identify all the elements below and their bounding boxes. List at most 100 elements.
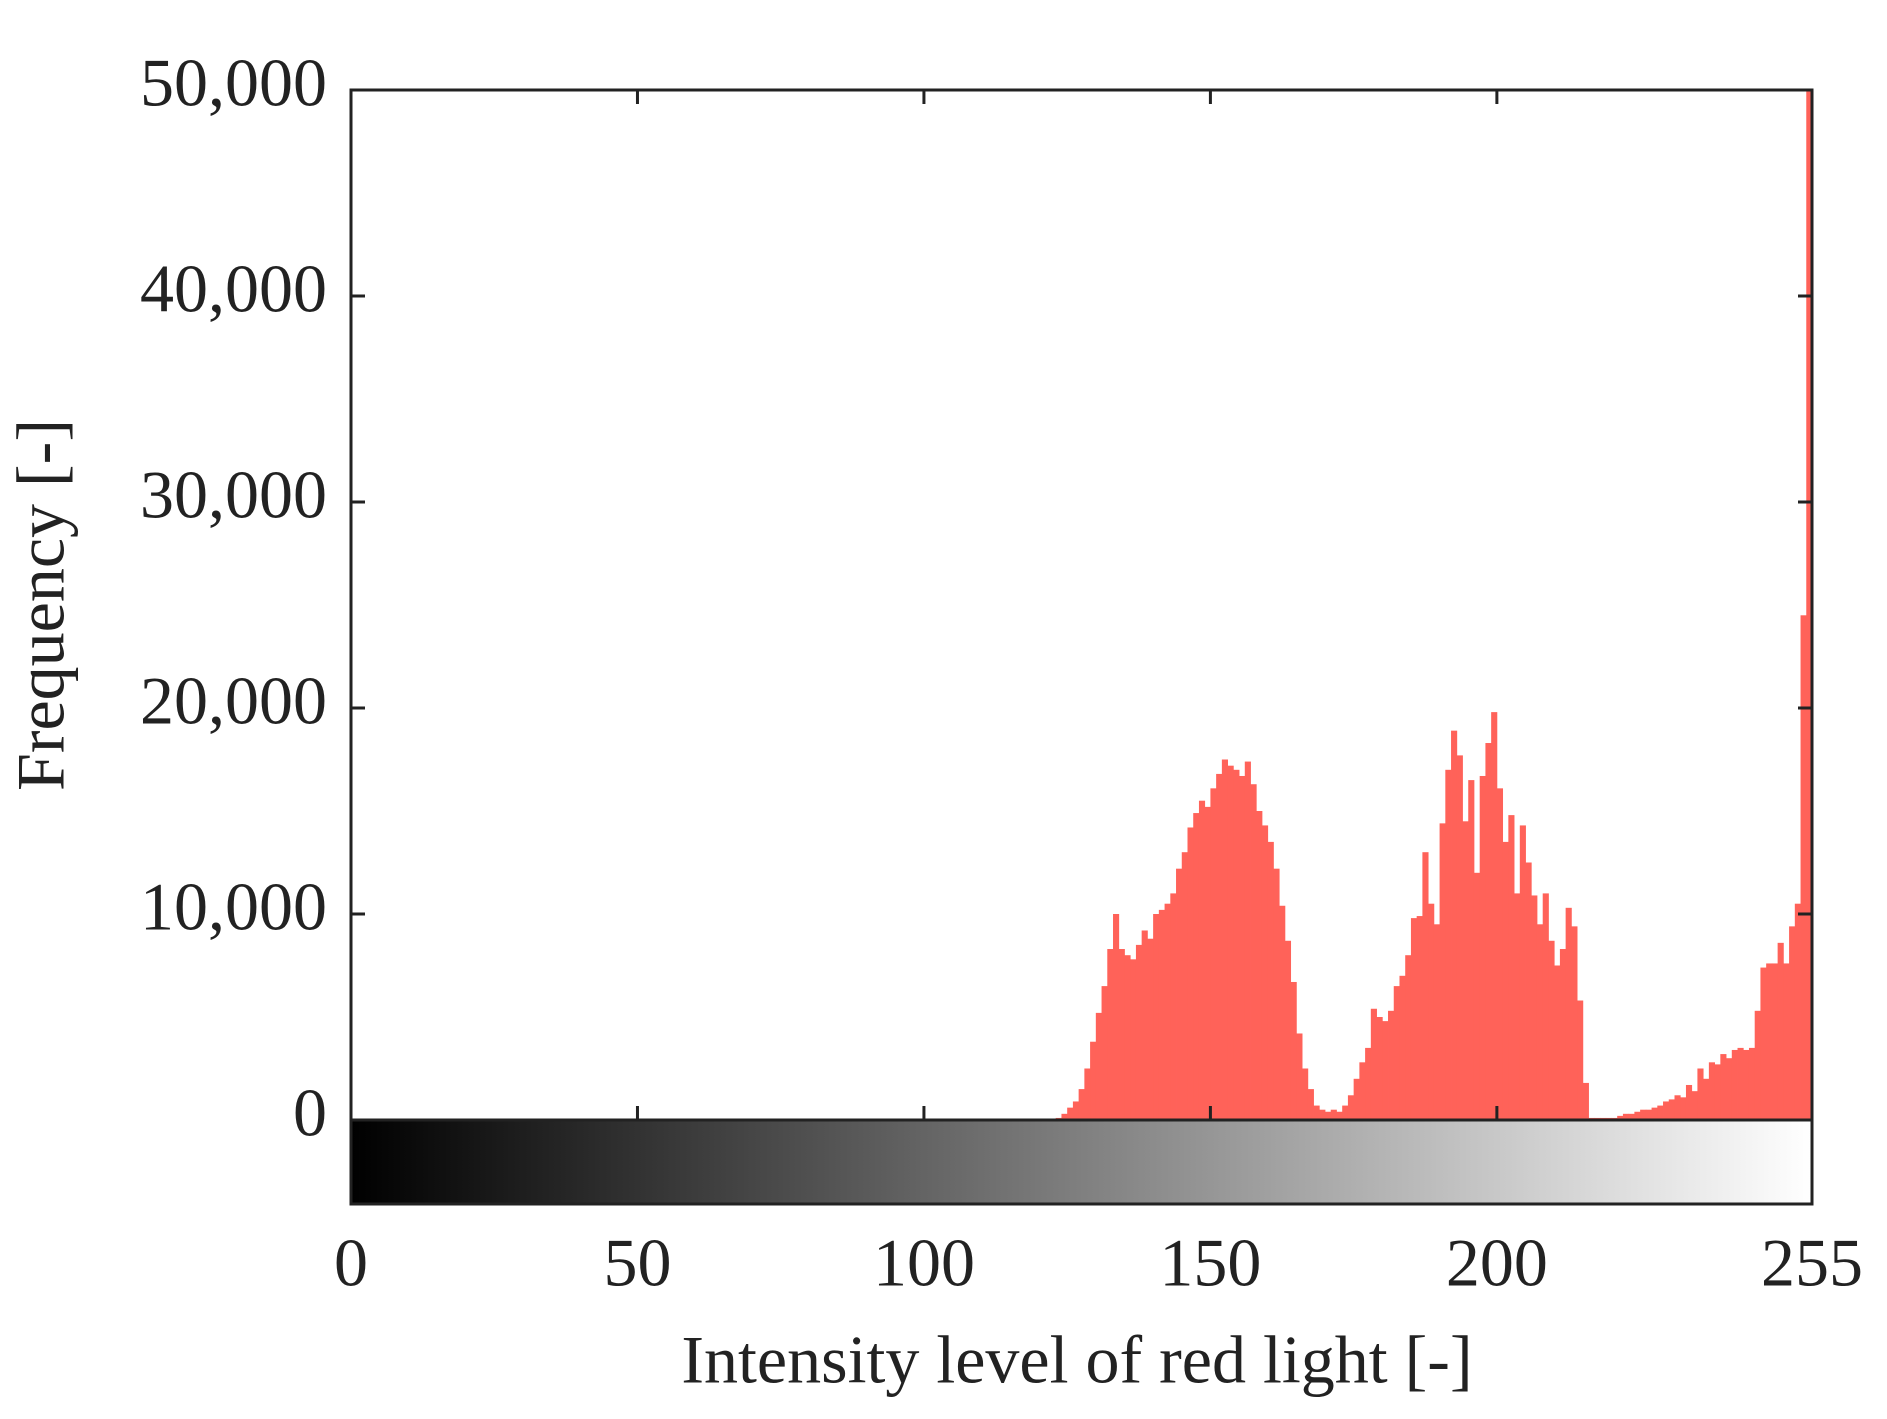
bar [1668,1099,1675,1120]
bar [1789,926,1796,1120]
bar [1651,1107,1658,1120]
bar [1347,1095,1355,1120]
bar [1548,940,1555,1120]
bar [1279,905,1286,1120]
bar [1330,1109,1337,1120]
bar [1124,955,1131,1120]
bar [1783,963,1790,1120]
y-axis-label: Frequency [-] [3,419,79,791]
y-tick-label: 50,000 [140,45,327,121]
bar [1496,788,1504,1120]
bar [1267,841,1274,1120]
bar [1376,1017,1383,1120]
bar [1754,1010,1761,1120]
bar [1239,775,1246,1120]
bar [1204,806,1211,1120]
bar [1622,1113,1630,1120]
bar [1536,924,1544,1120]
bar [1439,823,1446,1120]
bar [1703,1078,1710,1120]
bar [1118,949,1125,1120]
bar [1479,775,1486,1120]
bar [1170,893,1177,1120]
bar [1084,1068,1091,1120]
bar [1210,788,1217,1120]
bar [1141,930,1148,1120]
bar [1445,769,1452,1120]
bar [1720,1054,1727,1120]
bar [1256,811,1263,1120]
bar [1095,1012,1102,1120]
bar [1519,825,1526,1120]
bar [1806,90,1813,1120]
bar [1577,1000,1584,1120]
bar [1468,780,1475,1120]
y-tick-label: 0 [293,1075,327,1151]
bar [1771,963,1779,1120]
colorbar [349,1118,1814,1206]
bar [1393,986,1400,1120]
bar [1365,1047,1372,1120]
bar [1766,963,1773,1120]
bar [1657,1105,1664,1120]
bar [1726,1058,1733,1120]
bar [1158,909,1165,1120]
bar [1107,949,1114,1120]
bar [1525,862,1532,1120]
bar [1370,1008,1377,1120]
y-tick-label: 20,000 [140,663,327,739]
bar [1508,815,1515,1120]
bar [1302,1068,1309,1120]
bar [1514,893,1521,1120]
bar [1382,1021,1389,1120]
bar [1428,903,1435,1120]
bar [1147,938,1154,1120]
bar [1634,1111,1641,1120]
bar [1485,743,1492,1120]
bar [1554,965,1561,1120]
bar [1290,981,1297,1120]
bar [1680,1097,1687,1120]
bar [1559,949,1567,1120]
y-tick-label: 30,000 [140,457,327,533]
bar [1714,1064,1721,1120]
bar [1697,1068,1704,1120]
bar [1491,712,1498,1120]
bar [1388,1010,1395,1120]
bar [1261,825,1269,1120]
x-tick-label: 200 [1446,1225,1548,1301]
bar [1760,967,1767,1120]
bar [1462,821,1469,1120]
bar [1244,761,1251,1120]
bar [1072,1101,1080,1120]
bar [1296,1033,1303,1120]
bar [1571,926,1578,1120]
bar [1433,924,1440,1120]
bar [1748,1047,1756,1120]
bars [1055,90,1813,1120]
bar [1221,759,1228,1120]
bar [1359,1062,1366,1120]
bar [1410,918,1418,1120]
bar [1284,940,1292,1120]
bar [1176,868,1183,1120]
bar [1502,841,1509,1120]
bar [1061,1113,1068,1120]
bar [1731,1049,1738,1120]
bar [1674,1095,1681,1120]
y-tick-label: 40,000 [140,251,327,327]
bar [1164,903,1171,1120]
x-axis-label: Intensity level of red light [-] [681,1322,1472,1398]
bar [1342,1105,1349,1120]
bar [1078,1089,1085,1120]
bar [1193,813,1200,1120]
bar [1422,852,1429,1120]
x-tick-label: 150 [1159,1225,1261,1301]
bar [1685,1084,1693,1120]
bar [1319,1109,1326,1120]
bar [1663,1101,1670,1120]
bar [1250,784,1257,1120]
bar [1101,986,1108,1120]
